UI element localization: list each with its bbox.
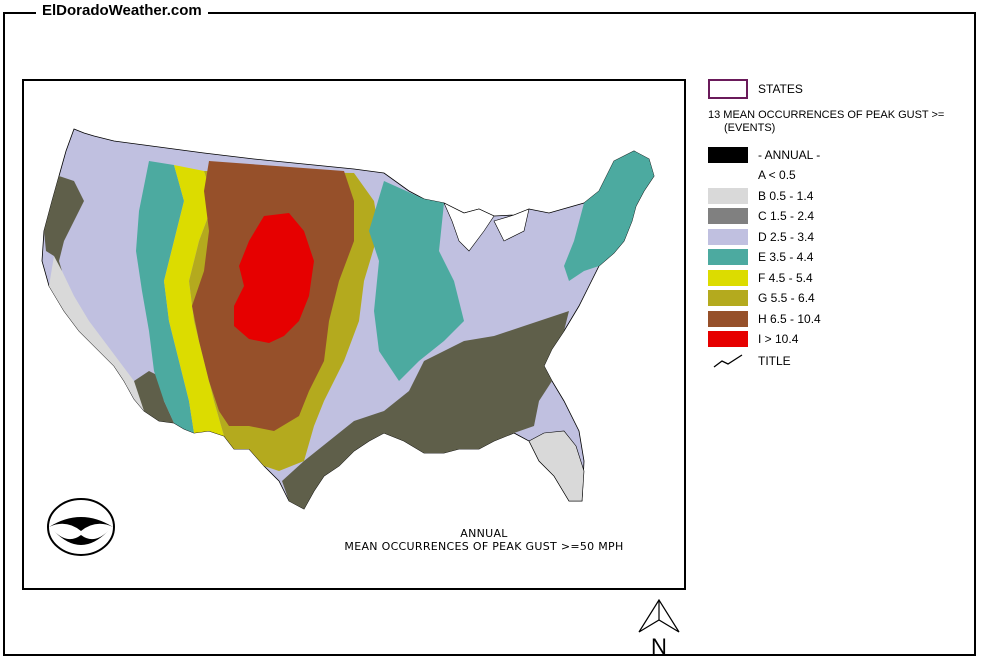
legend-class-row: H 6.5 - 10.4 (708, 310, 821, 328)
zone-coast-b (49, 256, 146, 411)
zone-plains-f (164, 165, 224, 436)
legend-class-row: I > 10.4 (708, 330, 798, 348)
zone-midwest-e (369, 181, 464, 381)
legend-class-swatch (708, 228, 748, 245)
annual-swatch (708, 147, 748, 163)
legend-class-swatch (708, 249, 748, 265)
legend-class-row: F 4.5 - 5.4 (708, 269, 813, 287)
site-title: ElDoradoWeather.com (36, 2, 208, 20)
legend-class-swatch (708, 331, 748, 347)
title-line-icon (713, 354, 743, 368)
legend-layer-title-line2: (EVENTS) (724, 122, 776, 134)
legend-class-label: B 0.5 - 1.4 (758, 188, 814, 203)
legend-annual-label: - ANNUAL - (758, 148, 821, 162)
zone-florida-b (528, 430, 585, 502)
legend-class-row: E 3.5 - 4.4 (708, 248, 813, 266)
legend-layer-title: 13 MEAN OCCURRENCES OF PEAK GUST >= (EVE… (708, 109, 978, 135)
legend-annual-row: - ANNUAL - (708, 146, 820, 164)
legend-class-swatch (708, 269, 748, 286)
legend-class-row: A < 0.5 (708, 166, 796, 184)
noaa-logo-icon (47, 498, 115, 556)
north-label: N (651, 634, 667, 658)
legend-class-row: D 2.5 - 3.4 (708, 228, 814, 246)
legend-class-swatch (708, 208, 748, 224)
north-arrow-icon: N (638, 598, 680, 659)
legend-class-label: D 2.5 - 3.4 (758, 229, 815, 244)
legend-class-label: G 5.5 - 6.4 (758, 291, 815, 305)
legend-class-swatch (708, 187, 748, 204)
zone-rockies-e (136, 161, 194, 433)
legend-layer-title-line1: 13 MEAN OCCURRENCES OF PEAK GUST >= (708, 109, 945, 121)
legend-states-row: STATES (708, 79, 803, 99)
zone-southwest-dark (134, 371, 174, 423)
legend-class-swatch (708, 310, 748, 327)
zone-coast-c (44, 176, 84, 271)
legend-class-label: I > 10.4 (758, 332, 799, 346)
legend-class-row: G 5.5 - 6.4 (708, 289, 815, 307)
us-gust-map (41, 128, 655, 510)
legend-states-label: STATES (758, 82, 803, 96)
caption-line-1: ANNUAL (460, 527, 508, 540)
legend-class-row: B 0.5 - 1.4 (708, 187, 813, 205)
legend-class-label: E 3.5 - 4.4 (758, 250, 814, 264)
legend-title-label: TITLE (758, 354, 791, 368)
legend-class-label: A < 0.5 (758, 168, 796, 182)
legend-class-swatch (708, 290, 748, 306)
zone-northeast-e (564, 151, 654, 281)
legend-class-swatch (708, 167, 748, 183)
noaa-logo (46, 497, 116, 557)
map-panel: ANNUAL MEAN OCCURRENCES OF PEAK GUST >=5… (22, 79, 686, 590)
legend-class-row: C 1.5 - 2.4 (708, 207, 814, 225)
legend-class-label: H 6.5 - 10.4 (758, 311, 821, 326)
caption-line-2: MEAN OCCURRENCES OF PEAK GUST >=50 MPH (344, 540, 624, 553)
great-lakes (443, 202, 530, 252)
legend-class-label: C 1.5 - 2.4 (758, 209, 815, 223)
zone-core-i (234, 213, 314, 343)
states-swatch (708, 79, 748, 99)
legend-class-label: F 4.5 - 5.4 (758, 270, 813, 285)
legend-title-row: TITLE (708, 352, 791, 370)
zone-southeast-c (282, 311, 569, 509)
north-arrow: N (635, 598, 689, 659)
map-caption: ANNUAL MEAN OCCURRENCES OF PEAK GUST >=5… (324, 527, 644, 553)
outer-frame (3, 12, 976, 656)
